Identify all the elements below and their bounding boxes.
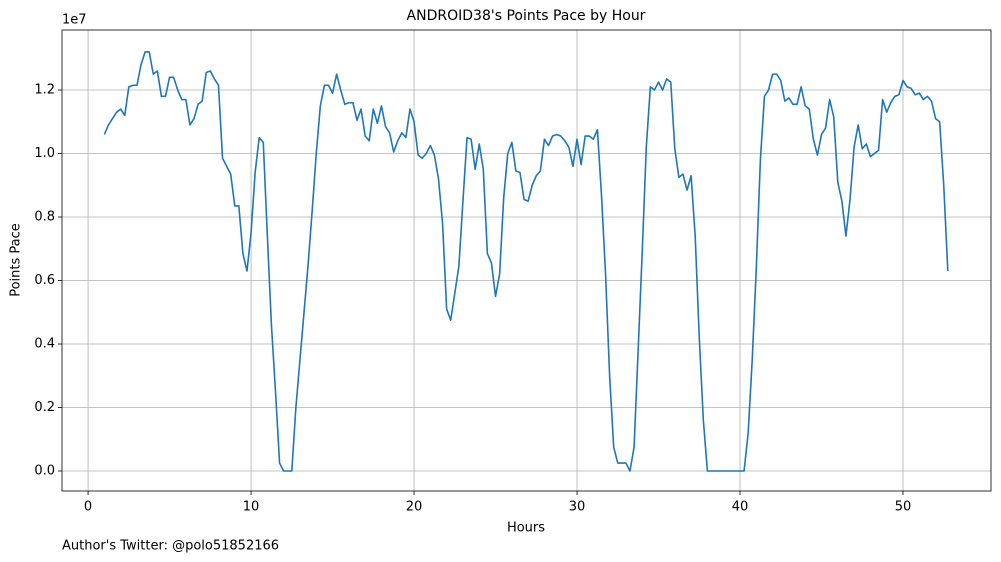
x-tick-label: 20 xyxy=(406,500,423,515)
y-tick-label: 0.2 xyxy=(34,400,55,415)
y-tick-label: 0.8 xyxy=(34,210,55,225)
x-axis-label: Hours xyxy=(507,521,545,536)
y-tick-label: 1.2 xyxy=(34,83,55,98)
chart-title: ANDROID38's Points Pace by Hour xyxy=(407,8,646,24)
x-tick-label: 40 xyxy=(732,500,749,515)
plot-frame xyxy=(61,29,992,492)
y-tick-label: 1.0 xyxy=(34,146,55,161)
data-line xyxy=(103,51,949,472)
x-tick-label: 30 xyxy=(569,500,586,515)
x-tick-label: 0 xyxy=(84,500,92,515)
y-tick-label: 0.6 xyxy=(34,273,55,288)
y-tick-label: 0.4 xyxy=(34,337,55,352)
footnote: Author's Twitter: @polo51852166 xyxy=(62,539,279,554)
x-tick-label: 50 xyxy=(895,500,912,515)
y-offset-label: 1e7 xyxy=(62,13,87,28)
y-axis-label: Points Pace xyxy=(9,223,24,297)
y-tick-label: 0.0 xyxy=(34,463,55,478)
x-tick-label: 10 xyxy=(243,500,260,515)
